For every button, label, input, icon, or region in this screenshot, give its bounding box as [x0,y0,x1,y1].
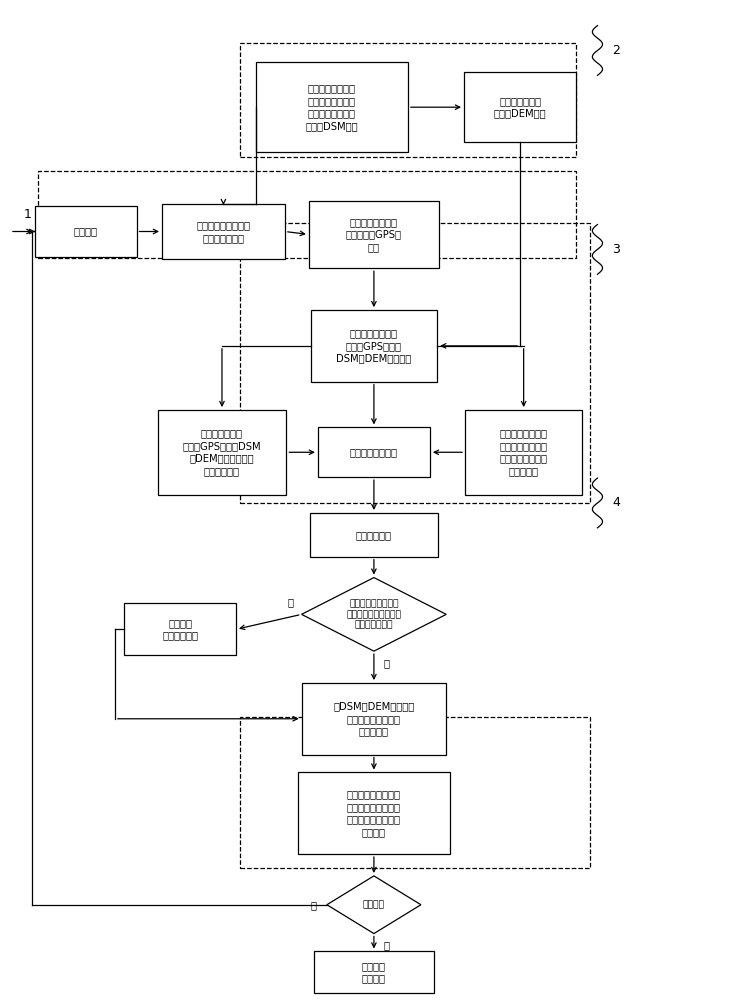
FancyBboxPatch shape [35,206,136,257]
Text: 是: 是 [288,597,294,607]
FancyBboxPatch shape [311,310,437,382]
Text: 判断速度、舵面角度
姿态角、攻角、侧滑角
等信息是否异常: 判断速度、舵面角度 姿态角、攻角、侧滑角 等信息是否异常 [346,599,402,630]
Text: 提取出半实物仿真
飞行航迹的GPS点
数据: 提取出半实物仿真 飞行航迹的GPS点 数据 [346,217,402,252]
FancyBboxPatch shape [298,772,450,854]
FancyBboxPatch shape [124,603,236,655]
Text: 飞行安全: 飞行安全 [363,900,385,909]
Text: 将模拟的气压高度
信息和相对高度信
息进行互补滤波得
出融合高度: 将模拟的气压高度 信息和相对高度信 息进行互补滤波得 出融合高度 [499,429,547,476]
Text: 否: 否 [384,658,390,668]
FancyBboxPatch shape [302,683,446,755]
Text: 将模拟的气压高
度减去GPS点处的DSM
或DEM高度数据作为
相对高度信息: 将模拟的气压高 度减去GPS点处的DSM 或DEM高度数据作为 相对高度信息 [183,429,261,476]
Text: 停止仿真
进行异常处理: 停止仿真 进行异常处理 [162,618,198,640]
Text: 4: 4 [612,496,620,509]
Text: 得出仿真结果: 得出仿真结果 [356,530,392,540]
Text: 否: 否 [310,900,316,910]
FancyBboxPatch shape [256,62,408,152]
Text: 装载航迹
结束仿真: 装载航迹 结束仿真 [362,961,386,984]
Text: 3: 3 [612,243,620,256]
Polygon shape [327,876,421,934]
Polygon shape [302,578,446,651]
FancyBboxPatch shape [314,951,434,993]
Text: 1: 1 [24,208,32,221]
Text: 获得作业区域内
公开的DEM数据: 获得作业区域内 公开的DEM数据 [494,96,546,118]
FancyBboxPatch shape [318,427,430,477]
Text: 无人机挂载激光雷
达沿规划的航途飞
行扫描地形获取作
业区的DSM数据: 无人机挂载激光雷 达沿规划的航途飞 行扫描地形获取作 业区的DSM数据 [305,84,358,131]
FancyBboxPatch shape [309,201,439,268]
Text: 2: 2 [612,44,620,57]
Text: 加载航迹进行无人机
半实物仿真飞行: 加载航迹进行无人机 半实物仿真飞行 [196,220,251,243]
FancyBboxPatch shape [464,72,576,142]
FancyBboxPatch shape [157,410,286,495]
Text: 航途规划: 航途规划 [74,227,98,236]
FancyBboxPatch shape [162,204,285,259]
Text: 是: 是 [384,941,390,951]
FancyBboxPatch shape [465,410,582,495]
Text: 根据仿真结果和校正
结果判断飞行航迹上
无人机低空飞行高度
是否安全: 根据仿真结果和校正 结果判断飞行航迹上 无人机低空飞行高度 是否安全 [347,790,401,837]
FancyBboxPatch shape [310,513,438,557]
Text: 低空飞行仿真程序: 低空飞行仿真程序 [350,447,398,457]
Text: 索引半实物仿真飞
行航迹GPS点处的
DSM、DEM高度数据: 索引半实物仿真飞 行航迹GPS点处的 DSM、DEM高度数据 [336,328,412,363]
Text: 将DSM与DEM的融合地
形数据加入仿真结果
中进行校验: 将DSM与DEM的融合地 形数据加入仿真结果 中进行校验 [333,701,415,736]
